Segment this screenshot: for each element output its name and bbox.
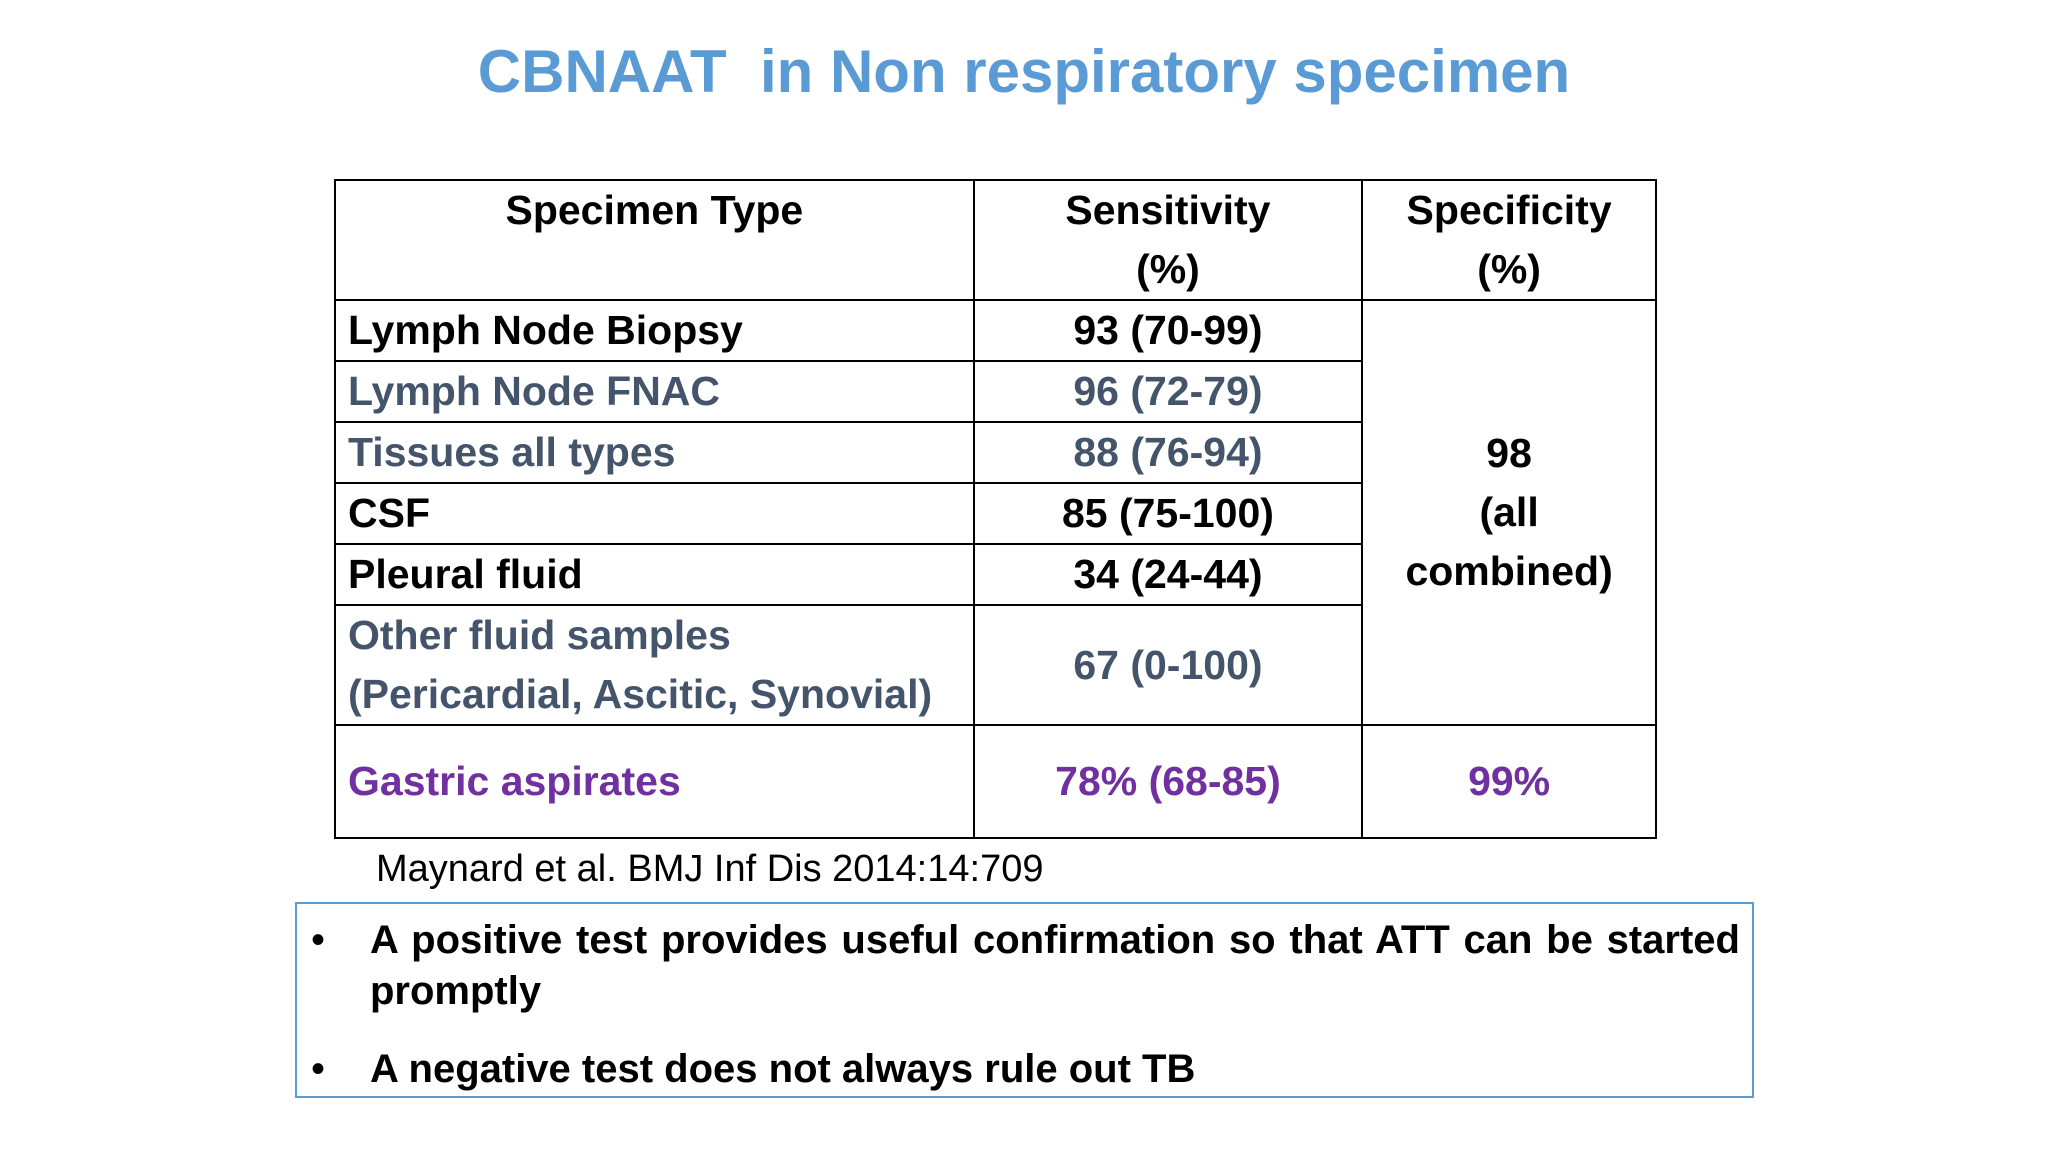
- header-specimen-type: Specimen Type: [334, 179, 975, 301]
- table-row: Other fluid samples (Pericardial, Asciti…: [334, 604, 1656, 726]
- specimen-cell: Gastric aspirates: [334, 724, 975, 839]
- bullet-text: A positive test provides useful confirma…: [370, 918, 1740, 1013]
- table-row: Lymph Node Biopsy 93 (70-99) 98 (all com…: [334, 299, 1657, 726]
- header-sensitivity-unit: (%): [1136, 246, 1200, 292]
- bullet-icon: •: [311, 1047, 326, 1091]
- specimen-cell: Other fluid samples (Pericardial, Asciti…: [334, 604, 975, 726]
- slide-title: CBNAAT in Non respiratory specimen: [477, 38, 1571, 105]
- citation: Maynard et al. BMJ Inf Dis 2014:14:709: [376, 848, 1044, 890]
- table-row: Lymph Node FNAC 96 (72-79): [334, 360, 1656, 423]
- bullet-icon: •: [311, 918, 326, 962]
- sensitivity-cell: 78% (68-85): [972, 724, 1364, 839]
- header-specificity: Specificity (%): [1361, 179, 1657, 301]
- table-row: Tissues all types 88 (76-94): [334, 421, 1656, 484]
- sensitivity-cell: 34 (24-44): [972, 543, 1364, 606]
- header-specificity-unit: (%): [1477, 246, 1541, 292]
- header-sensitivity: Sensitivity (%): [972, 179, 1364, 301]
- sensitivity-cell: 96 (72-79): [972, 360, 1364, 423]
- specimen-table: Specimen Type Sensitivity (%) Specificit…: [334, 179, 1657, 839]
- table-row: CSF 85 (75-100): [334, 482, 1656, 545]
- specificity-cell: 99%: [1361, 724, 1657, 839]
- specimen-cell: CSF: [334, 482, 975, 545]
- bullet-text: A negative test does not always rule out…: [370, 1047, 1196, 1091]
- sensitivity-cell: 93 (70-99): [972, 299, 1364, 362]
- sensitivity-cell: 85 (75-100): [972, 482, 1364, 545]
- notes-box: • A positive test provides useful confir…: [295, 902, 1754, 1098]
- specimen-cell-line1: Other fluid samples: [348, 612, 731, 658]
- combined-specificity-note-line2: combined): [1405, 548, 1613, 594]
- specimen-cell: Lymph Node Biopsy: [334, 299, 975, 362]
- specimen-cell: Tissues all types: [334, 421, 975, 484]
- specimen-cell: Lymph Node FNAC: [334, 360, 975, 423]
- header-specimen-type-label: Specimen Type: [505, 187, 804, 233]
- header-specificity-label: Specificity: [1406, 187, 1612, 233]
- combined-specificity-note-line1: (all: [1479, 489, 1539, 535]
- table-row-gastric: Gastric aspirates 78% (68-85) 99%: [334, 724, 1657, 839]
- table-header-row: Specimen Type Sensitivity (%) Specificit…: [334, 179, 1657, 301]
- sensitivity-cell: 88 (76-94): [972, 421, 1364, 484]
- table-row: Pleural fluid 34 (24-44): [334, 543, 1656, 606]
- combined-specificity-cell: 98 (all combined): [1361, 299, 1657, 726]
- specimen-cell-line2: (Pericardial, Ascitic, Synovial): [348, 671, 933, 717]
- sensitivity-cell: 67 (0-100): [972, 604, 1364, 726]
- header-sensitivity-label: Sensitivity: [1065, 187, 1271, 233]
- specimen-cell: Pleural fluid: [334, 543, 975, 606]
- combined-specificity-value: 98: [1486, 430, 1532, 476]
